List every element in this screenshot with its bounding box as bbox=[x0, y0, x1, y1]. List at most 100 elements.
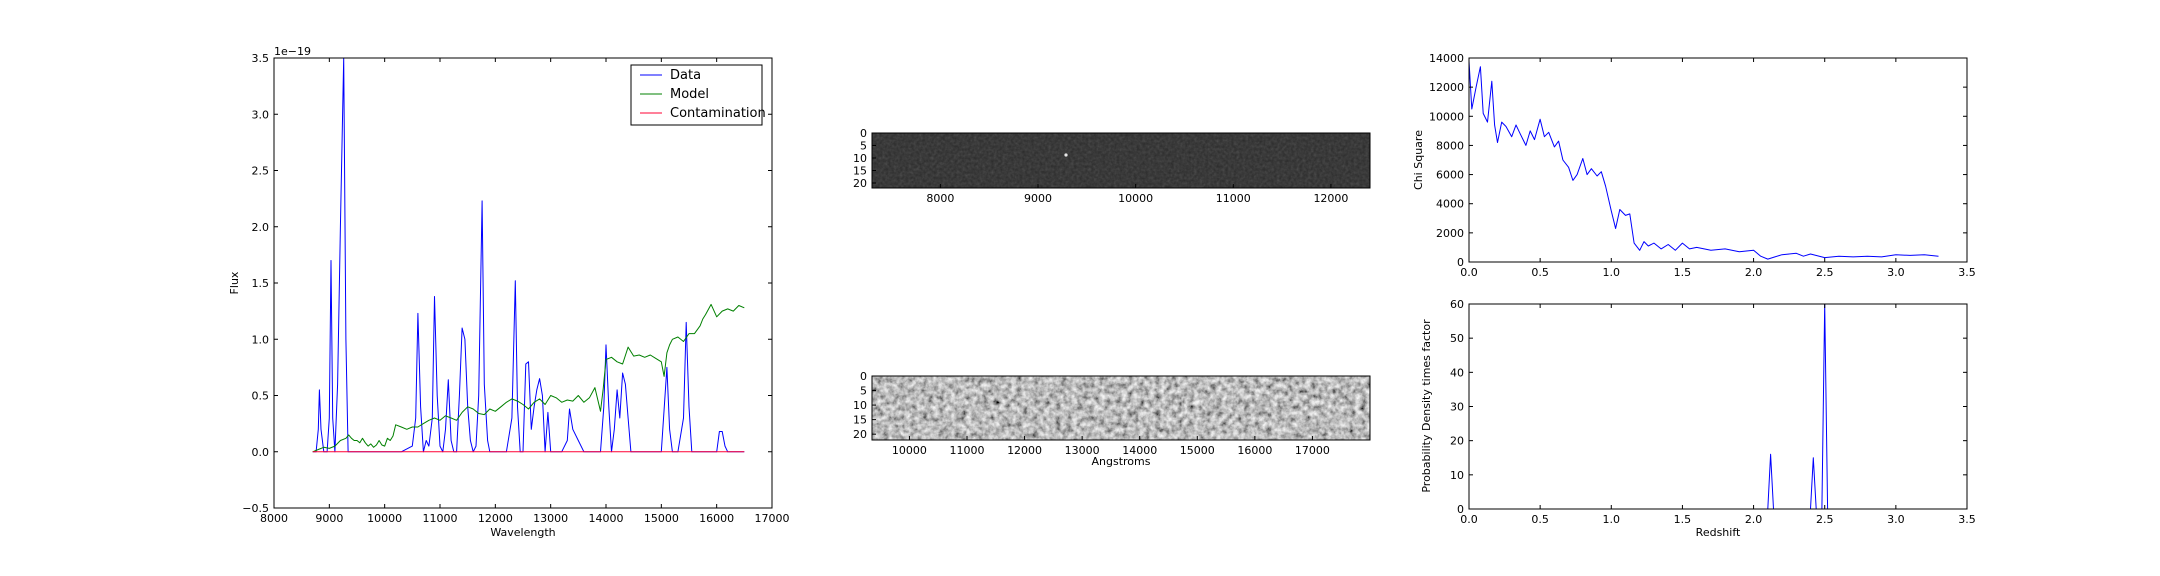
legend-model-label: Model bbox=[670, 87, 709, 102]
y-tick-label: 2000 bbox=[1436, 227, 1464, 240]
x-tick-label: 0.5 bbox=[1531, 513, 1549, 526]
y-tick-label: 0 bbox=[860, 370, 867, 383]
x-tick-label: 3.5 bbox=[1958, 513, 1976, 526]
y-tick-label: 10 bbox=[853, 152, 867, 165]
y-tick-label: 0 bbox=[1457, 256, 1464, 269]
x-tick-label: 11000 bbox=[949, 444, 984, 457]
chi-square-y-label: Chi Square bbox=[1412, 130, 1425, 190]
y-tick-label: 60 bbox=[1450, 298, 1464, 311]
image-bottom-ticks: 10000 11000 12000 13000 14000 15000 16000 17000… bbox=[853, 370, 1330, 457]
angstroms-x-label: Angstroms bbox=[1092, 455, 1151, 468]
spectrum-plot: 8000 9000 10000 11000 12000 13000 14000 15000 16… bbox=[228, 45, 790, 539]
y-tick-label: 12000 bbox=[1429, 81, 1464, 94]
y-tick-label: 2.5 bbox=[252, 165, 270, 178]
x-tick-label: 17000 bbox=[755, 512, 790, 525]
image-bottom-noise bbox=[872, 376, 1370, 440]
x-tick-label: 0.0 bbox=[1460, 513, 1478, 526]
x-tick-label: 13000 bbox=[1065, 444, 1100, 457]
image-top-frame bbox=[871, 132, 1371, 189]
y-tick-label: 5 bbox=[860, 140, 867, 153]
y-tick-label: 30 bbox=[1450, 401, 1464, 414]
y-tick-label: 10 bbox=[853, 399, 867, 412]
spectrum-lines bbox=[312, 58, 745, 453]
x-tick-label: 2.5 bbox=[1816, 513, 1834, 526]
x-tick-label: 0.5 bbox=[1531, 266, 1549, 279]
spectrum-ticks: 8000 9000 10000 11000 12000 13000 14000 15000 16… bbox=[242, 52, 789, 525]
x-tick-label: 8000 bbox=[926, 192, 954, 205]
y-tick-label: 20 bbox=[853, 428, 867, 441]
x-tick-label: 2.0 bbox=[1745, 266, 1763, 279]
legend-contamination-label: Contamination bbox=[670, 106, 766, 121]
x-tick-label: 17000 bbox=[1295, 444, 1330, 457]
y-tick-label: 8000 bbox=[1436, 139, 1464, 152]
series-line bbox=[1469, 304, 1939, 509]
x-tick-label: 2.0 bbox=[1745, 513, 1763, 526]
y-tick-label: 0.5 bbox=[252, 390, 270, 403]
y-tick-label: 10000 bbox=[1429, 110, 1464, 123]
y-tick-label: 40 bbox=[1450, 366, 1464, 379]
probability-density-lines bbox=[1469, 304, 1939, 509]
y-tick-label: 2.0 bbox=[252, 221, 270, 234]
spectrum-2d-image-bottom: 10000 11000 12000 13000 14000 15000 16000 17000… bbox=[853, 370, 1371, 468]
y-tick-label: −0.5 bbox=[242, 502, 269, 515]
y-tick-label: 15 bbox=[853, 165, 867, 178]
model-series-line bbox=[312, 303, 745, 453]
x-tick-label: 1.5 bbox=[1674, 266, 1692, 279]
y-tick-label: 14000 bbox=[1429, 52, 1464, 65]
x-tick-label: 10000 bbox=[1118, 192, 1153, 205]
probability-density-axes-frame bbox=[1468, 303, 1968, 510]
x-tick-label: 12000 bbox=[1007, 444, 1042, 457]
y-tick-label: 0 bbox=[860, 127, 867, 140]
y-tick-label: 15 bbox=[853, 414, 867, 427]
x-tick-label: 12000 bbox=[1313, 192, 1348, 205]
x-tick-label: 3.0 bbox=[1887, 513, 1905, 526]
x-tick-label: 13000 bbox=[533, 512, 568, 525]
chi-square-lines bbox=[1469, 60, 1939, 260]
spectrum-legend: Data Model Contamination bbox=[630, 64, 766, 126]
y-tick-label: 1.0 bbox=[252, 333, 270, 346]
y-tick-label: 6000 bbox=[1436, 169, 1464, 182]
image-top-noise bbox=[872, 133, 1370, 188]
x-tick-label: 3.0 bbox=[1887, 266, 1905, 279]
chi-square-plot: 0.0 0.5 1.0 1.5 2.0 2.5 3.0 3.5 0 2000 4000 6000 800… bbox=[1412, 52, 1976, 279]
probability-density-ticks: 0.0 0.5 1.0 1.5 2.0 2.5 3.0 3.5 0 10 20 30 40 50 60 bbox=[1450, 298, 1976, 526]
spectrum-x-label: Wavelength bbox=[490, 526, 555, 539]
x-tick-label: 15000 bbox=[644, 512, 679, 525]
x-tick-label: 10000 bbox=[892, 444, 927, 457]
x-tick-label: 11000 bbox=[423, 512, 458, 525]
image-top-bright-spot bbox=[1064, 153, 1068, 157]
y-tick-label: 0 bbox=[1457, 503, 1464, 516]
image-bottom-frame bbox=[871, 375, 1371, 441]
x-tick-label: 14000 bbox=[589, 512, 624, 525]
y-tick-label: 0.0 bbox=[252, 446, 270, 459]
x-tick-label: 3.5 bbox=[1958, 266, 1976, 279]
chi-square-ticks: 0.0 0.5 1.0 1.5 2.0 2.5 3.0 3.5 0 2000 4000 6000 800… bbox=[1429, 52, 1976, 279]
x-tick-label: 9000 bbox=[1024, 192, 1052, 205]
x-tick-label: 8000 bbox=[260, 512, 288, 525]
x-tick-label: 14000 bbox=[1122, 444, 1157, 457]
legend-data-label: Data bbox=[670, 68, 701, 83]
x-tick-label: 2.5 bbox=[1816, 266, 1834, 279]
flux-offset-text: 1e−19 bbox=[274, 45, 311, 58]
y-tick-label: 10 bbox=[1450, 469, 1464, 482]
x-tick-label: 1.5 bbox=[1674, 513, 1692, 526]
redshift-x-label: Redshift bbox=[1696, 526, 1741, 539]
x-tick-label: 9000 bbox=[315, 512, 343, 525]
x-tick-label: 12000 bbox=[478, 512, 513, 525]
spectrum-y-label: Flux bbox=[228, 271, 241, 294]
x-tick-label: 1.0 bbox=[1603, 266, 1621, 279]
probability-density-y-label: Probability Density times factor bbox=[1420, 319, 1433, 493]
y-tick-label: 3.5 bbox=[252, 52, 270, 65]
y-tick-label: 20 bbox=[853, 177, 867, 190]
x-tick-label: 15000 bbox=[1180, 444, 1215, 457]
y-tick-label: 20 bbox=[1450, 435, 1464, 448]
y-tick-label: 5 bbox=[860, 385, 867, 398]
series-line bbox=[1469, 60, 1939, 260]
x-tick-label: 11000 bbox=[1216, 192, 1251, 205]
x-tick-label: 1.0 bbox=[1603, 513, 1621, 526]
y-tick-label: 4000 bbox=[1436, 198, 1464, 211]
y-tick-label: 50 bbox=[1450, 332, 1464, 345]
